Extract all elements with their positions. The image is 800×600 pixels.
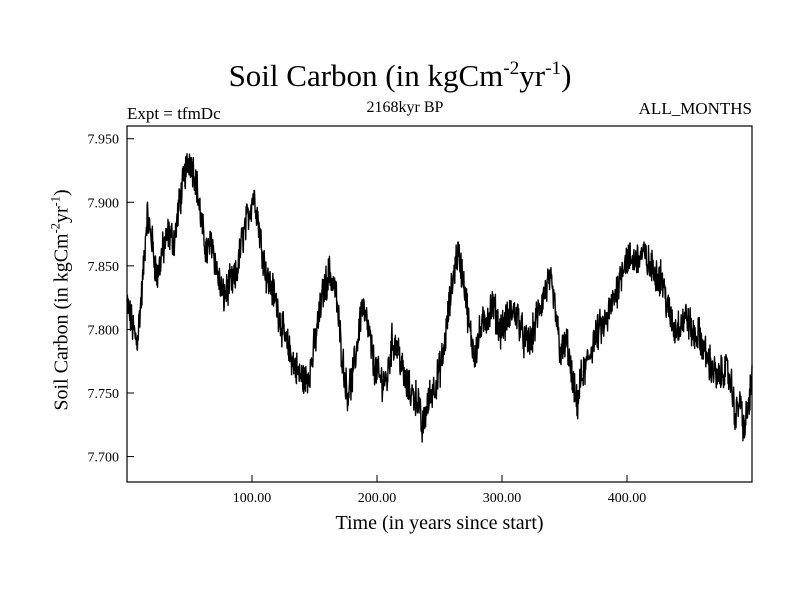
x-tick-label: 300.00 bbox=[483, 491, 522, 506]
y-tick-label: 7.850 bbox=[88, 260, 120, 275]
ticks-layer: 100.00 200.00 300.00 400.00 7.700 7.750 7.800 7… bbox=[88, 133, 647, 506]
x-tick-label: 400.00 bbox=[608, 491, 647, 506]
plot-frame bbox=[126, 125, 753, 483]
x-tick-label: 200.00 bbox=[358, 491, 397, 506]
y-tick-label: 7.750 bbox=[88, 387, 120, 402]
chart-title: Soil Carbon (in kgCm-2yr-1) bbox=[228, 57, 572, 93]
series-line bbox=[126, 153, 753, 443]
time-period-label: 2168kyr BP bbox=[366, 99, 444, 116]
experiment-label: Expt = tfmDc bbox=[127, 104, 221, 123]
y-tick-label: 7.700 bbox=[88, 451, 120, 466]
series-layer bbox=[126, 153, 753, 443]
x-tick-label: 100.00 bbox=[233, 491, 272, 506]
x-axis-label: Time (in years since start) bbox=[335, 512, 544, 534]
y-tick-label: 7.800 bbox=[88, 323, 120, 338]
months-label: ALL_MONTHS bbox=[638, 99, 752, 118]
y-axis-label: Soil Carbon (in kgCm-2yr-1) bbox=[48, 189, 73, 411]
y-tick-label: 7.900 bbox=[88, 196, 120, 211]
y-tick-label: 7.950 bbox=[88, 133, 120, 148]
